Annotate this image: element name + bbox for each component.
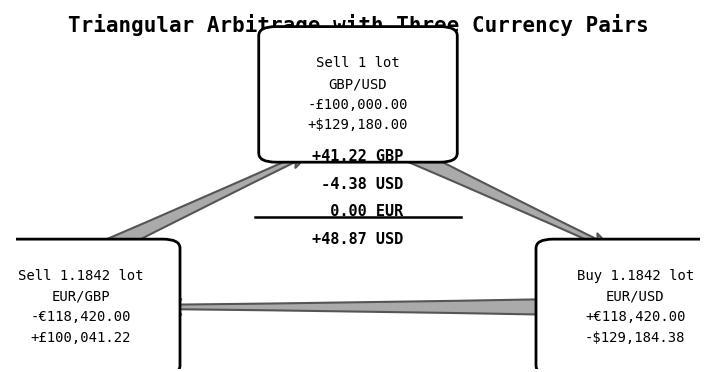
Text: Buy 1.1842 lot
EUR/USD
+€118,420.00
-$129,184.38: Buy 1.1842 lot EUR/USD +€118,420.00 -$12… — [576, 269, 694, 345]
Text: +41.22 GBP: +41.22 GBP — [312, 149, 404, 164]
FancyBboxPatch shape — [536, 239, 716, 372]
Text: -4.38 USD: -4.38 USD — [312, 177, 404, 192]
FancyBboxPatch shape — [0, 239, 180, 372]
Text: +48.87 USD: +48.87 USD — [312, 232, 404, 247]
Text: Triangular Arbitrage with Three Currency Pairs: Triangular Arbitrage with Three Currency… — [67, 14, 649, 36]
Text: Sell 1.1842 lot
EUR/GBP
-€118,420.00
+£100,041.22: Sell 1.1842 lot EUR/GBP -€118,420.00 +£1… — [18, 269, 143, 345]
FancyBboxPatch shape — [258, 26, 458, 162]
Text: Sell 1 lot
GBP/USD
-£100,000.00
+$129,180.00: Sell 1 lot GBP/USD -£100,000.00 +$129,18… — [308, 57, 408, 132]
Text: 0.00 EUR: 0.00 EUR — [312, 204, 404, 219]
